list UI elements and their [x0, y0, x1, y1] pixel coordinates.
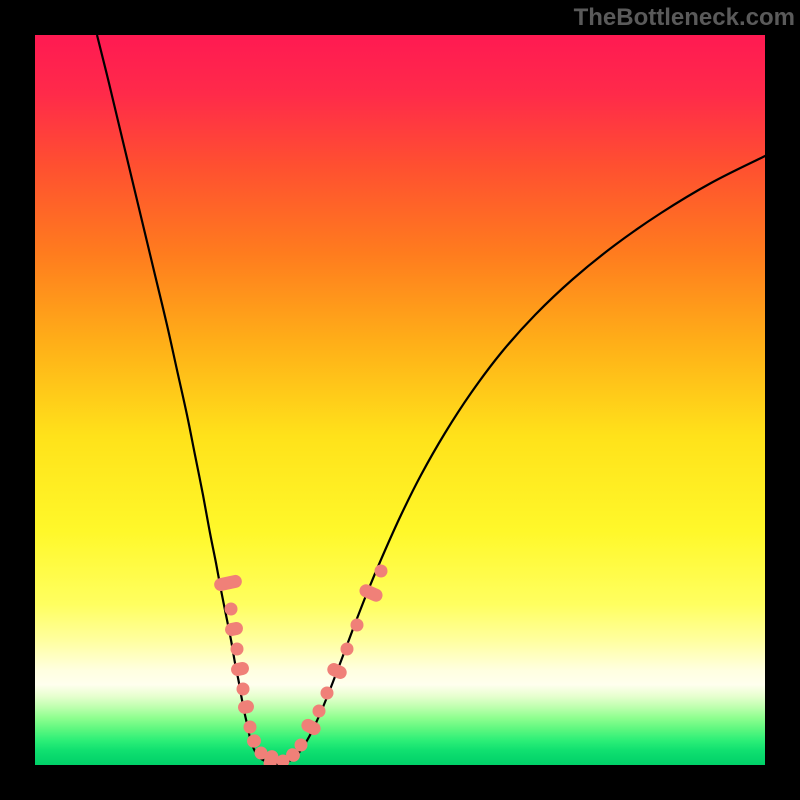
marker-dot	[375, 565, 388, 578]
gradient-background	[35, 35, 765, 765]
marker-dot	[295, 739, 308, 752]
watermark-text: TheBottleneck.com	[574, 4, 795, 32]
plot-area	[35, 35, 765, 765]
marker-dot	[351, 619, 364, 632]
marker-dot	[341, 643, 354, 656]
marker-dot	[244, 721, 257, 734]
marker-dot	[231, 643, 244, 656]
marker-dot	[313, 705, 326, 718]
marker-dot	[321, 687, 334, 700]
marker-dot	[225, 603, 238, 616]
marker-dot	[237, 683, 250, 696]
chart-root: TheBottleneck.com	[0, 0, 800, 800]
chart-svg	[35, 35, 765, 765]
